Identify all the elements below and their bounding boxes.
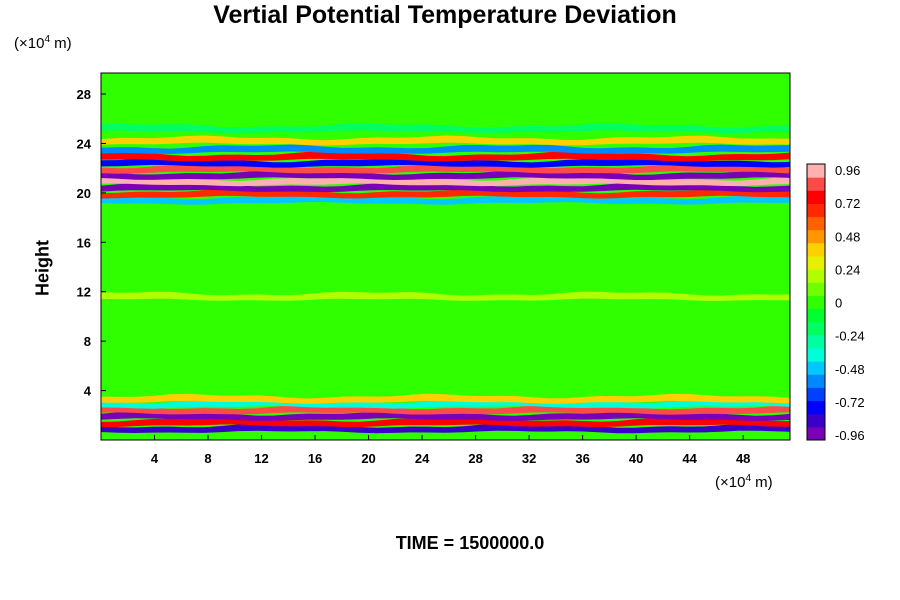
heatmap-band [101, 170, 790, 180]
x-tick-label: 36 [575, 451, 589, 466]
colorbar-segment [807, 242, 825, 257]
colorbar-segment [807, 387, 825, 402]
colorbar-segment [807, 348, 825, 362]
colorbar-label: 0.72 [835, 196, 860, 211]
colorbar-segment [807, 216, 825, 231]
y-tick-label: 12 [77, 285, 91, 300]
colorbar-label: -0.48 [835, 362, 865, 377]
heatmap-band [101, 151, 790, 162]
chart-title: Vertial Potential Temperature Deviation [213, 1, 677, 29]
colorbar-segment [807, 203, 825, 218]
colorbar-segment [807, 256, 825, 270]
colorbar-segment [807, 229, 825, 244]
x-tick-label: 24 [415, 451, 430, 466]
y-unit-prefix: (×10 [14, 35, 45, 52]
colorbar-segment [807, 190, 825, 204]
y-tick-label: 24 [77, 136, 92, 151]
heatmap-band [101, 411, 790, 421]
colorbar-segment [807, 400, 825, 415]
colorbar-segment [807, 269, 825, 283]
colorbar-label: -0.24 [835, 329, 865, 344]
x-tick-label: 40 [629, 451, 643, 466]
y-tick-label: 20 [77, 186, 91, 201]
time-annotation: TIME = 1500000.0 [395, 533, 545, 553]
colorbar-segment [807, 282, 825, 296]
colorbar-segment [807, 321, 825, 336]
heatmap-band [101, 135, 790, 146]
heatmap-background [101, 73, 790, 440]
colorbar-label: 0.24 [835, 262, 860, 277]
x-unit-prefix: (×10 [715, 474, 746, 491]
colorbar-segment [807, 295, 825, 310]
colorbar-label: 0.48 [835, 229, 860, 244]
x-tick-label: 48 [736, 451, 750, 466]
y-tick-label: 16 [77, 235, 91, 250]
y-unit-exponent: 4 [44, 34, 51, 45]
heatmap-band [101, 123, 790, 133]
colorbar-label: -0.96 [835, 428, 865, 443]
x-unit-suffix: m) [751, 474, 773, 491]
plot-frame [100, 72, 791, 441]
colorbar-segment [807, 308, 825, 323]
colorbar-label: -0.72 [835, 395, 865, 410]
heatmap-band [101, 144, 790, 154]
x-tick-label: 20 [361, 451, 375, 466]
colorbar-frame [806, 163, 826, 441]
heatmap-band [101, 157, 790, 168]
heatmap-band [101, 291, 790, 301]
colorbar-label: 0.96 [835, 163, 860, 178]
colorbar-segment [807, 177, 825, 191]
heatmap-band [101, 417, 790, 428]
colorbar-segment [807, 334, 825, 349]
x-tick-label: 16 [308, 451, 322, 466]
y-unit-suffix: m) [50, 35, 72, 52]
colorbar-segment [807, 361, 825, 375]
colorbar-segment [807, 413, 825, 428]
x-tick-label: 8 [204, 451, 211, 466]
heatmap-band [101, 393, 790, 404]
heatmap-band [101, 182, 790, 193]
y-axis-unit: (×104 m) [14, 34, 72, 52]
colorbar-label: 0 [835, 296, 842, 311]
colorbar-segment [807, 374, 825, 388]
colorbar: 0.96 0.72 0.48 0.24 0 -0.24 -0.48 -0.72 -0.96 [806, 163, 865, 443]
y-tick-label: 28 [77, 87, 91, 102]
x-tick-label: 28 [468, 451, 482, 466]
y-tick-label: 4 [84, 384, 92, 399]
x-tick-label: 44 [682, 451, 697, 466]
colorbar-segment [807, 164, 825, 178]
x-tick-label: 12 [254, 451, 268, 466]
heatmap-band [101, 195, 790, 205]
plot-area [100, 72, 791, 441]
x-unit-exponent: 4 [745, 473, 752, 484]
y-tick-label: 8 [84, 334, 91, 349]
x-tick-label: 4 [151, 451, 159, 466]
x-axis-unit: (×104 m) [715, 473, 773, 491]
x-tick-label: 32 [522, 451, 536, 466]
colorbar-segment [807, 426, 825, 441]
